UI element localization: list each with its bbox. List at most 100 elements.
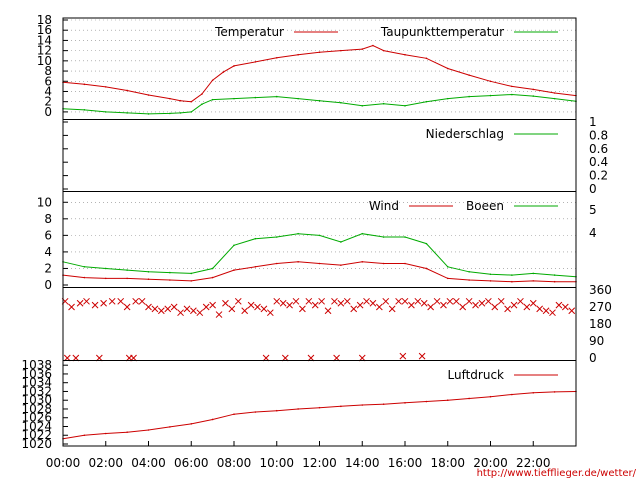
scatter-point-wind-direction-28 [254, 303, 261, 311]
scatter-point-wind-direction-23 [222, 299, 229, 307]
series-point-pressure-0-4 [147, 429, 150, 431]
scatter-point-wind-direction-75 [555, 301, 563, 309]
series-point-pressure-0-1 [83, 434, 86, 437]
series-point-pressure-0-19 [468, 397, 470, 400]
scatter-point-wind-direction-50 [395, 297, 402, 305]
scatter-point-wind-direction-1 [68, 303, 75, 311]
ytick-label-temperature-7: 14 [37, 33, 52, 47]
series-point-pressure-0-21 [511, 393, 513, 396]
series-point-wind-0-8 [233, 269, 235, 271]
series-point-wind-1-7 [211, 267, 214, 270]
series-point-wind-0-23 [553, 280, 556, 283]
series-point-temperature-0-4 [147, 94, 150, 96]
scatter-point-wind-direction-36 [305, 297, 313, 305]
series-point-wind-0-22 [532, 280, 535, 282]
footer-url[interactable]: http://www.tiefflieger.de/wetter/ [477, 468, 637, 479]
series-line-wind-1 [62, 233, 577, 278]
scatter-point-wind-direction-56 [433, 297, 441, 305]
scatter-point-wind-direction-37 [311, 301, 319, 309]
series-point-wind-0-15 [382, 262, 385, 265]
right-tick-label-wind-direction-3: 90 [589, 334, 604, 348]
series-point-pressure-0-20 [489, 395, 492, 398]
series-point-temperature-1-7 [190, 111, 193, 113]
series-point-temperature-1-9 [211, 98, 214, 101]
series-point-wind-1-5 [169, 271, 171, 274]
series-point-pressure-0-22 [532, 391, 535, 394]
series-point-wind-1-2 [104, 267, 107, 270]
xtick-label-5: 10:00 [259, 456, 294, 470]
scatter-point-wind-direction-22 [215, 311, 223, 318]
series-point-wind-0-9 [254, 266, 257, 268]
xtick-label-4: 08:00 [217, 456, 252, 470]
series-point-wind-0-11 [297, 261, 299, 263]
ytick-label-pressure-9: 1038 [21, 358, 52, 372]
xtick-label-7: 14:00 [345, 456, 380, 470]
series-point-pressure-0-18 [446, 399, 449, 402]
series-point-temperature-1-25 [553, 97, 556, 100]
xtick-label-3: 06:00 [174, 456, 209, 470]
xtick-label-6: 12:00 [302, 456, 337, 470]
ytick-label-pressure-1: 1022 [21, 428, 52, 442]
series-point-temperature-0-8 [201, 93, 203, 95]
right-tick-label-wind-direction-1: 270 [589, 300, 612, 314]
ytick-label-wind-1: 2 [44, 261, 52, 275]
ytick-label-temperature-6: 12 [37, 44, 52, 58]
right-tick-label-wind-direction-0: 360 [589, 283, 612, 297]
ytick-label-pressure-5: 1030 [21, 393, 52, 407]
series-point-temperature-0-3 [126, 89, 128, 92]
series-point-wind-0-21 [511, 280, 513, 283]
scatter-point-wind-direction-61 [465, 297, 473, 305]
series-point-temperature-1-8 [201, 103, 203, 106]
series-point-temperature-0-18 [372, 44, 374, 47]
scatter-point-wind-direction-9 [132, 297, 140, 305]
series-point-wind-0-13 [340, 264, 342, 266]
ytick-label-pressure-3: 1026 [21, 411, 52, 425]
scatter-point-wind-direction-14 [164, 305, 172, 313]
scatter-point-wind-direction-62 [472, 301, 479, 309]
legend-label-precipitation-0: Niederschlag [426, 127, 504, 141]
series-point-wind-1-4 [147, 270, 150, 273]
series-point-temperature-0-9 [211, 79, 214, 82]
scatter-point-wind-direction-39 [324, 307, 332, 315]
series-point-wind-1-15 [382, 236, 385, 238]
scatter-point-wind-direction-53 [414, 297, 422, 305]
ytick-label-temperature-2: 4 [44, 84, 52, 98]
ytick-label-pressure-8: 1036 [21, 367, 52, 381]
series-point-wind-1-22 [532, 272, 535, 275]
scatter-point-wind-direction-71 [529, 299, 537, 307]
scatter-point-wind-direction-51 [401, 297, 409, 305]
series-point-wind-0-18 [446, 277, 449, 280]
series-point-temperature-0-24 [489, 80, 492, 83]
scatter-point-wind-direction-40 [331, 297, 338, 305]
series-point-pressure-0-17 [425, 400, 428, 403]
scatter-point-wind-direction-11 [145, 303, 152, 311]
scatter-point-wind-direction-42 [343, 297, 351, 305]
legend-label-temperature-0: Temperatur [214, 25, 284, 39]
ytick-label-wind-2: 4 [44, 245, 52, 259]
series-point-pressure-0-7 [211, 418, 214, 421]
scatter-point-wind-direction-44 [356, 301, 364, 309]
ytick-label-temperature-3: 6 [44, 74, 52, 88]
series-point-pressure-0-2 [104, 432, 107, 435]
ytick-label-temperature-5: 10 [37, 54, 52, 68]
scatter-point-wind-direction-7 [117, 297, 125, 305]
scatter-point-wind-direction-52 [408, 301, 415, 309]
ytick-label-temperature-8: 16 [37, 23, 52, 37]
ytick-label-pressure-2: 1024 [21, 419, 52, 433]
scatter-point-wind-direction-3 [83, 297, 90, 305]
scatter-point-wind-direction-32 [279, 299, 287, 307]
xtick-label-9: 18:00 [430, 456, 465, 470]
series-point-temperature-1-15 [340, 101, 342, 104]
series-point-wind-1-23 [553, 274, 556, 276]
series-point-pressure-0-8 [233, 413, 235, 416]
scatter-point-wind-direction-29 [260, 305, 268, 313]
scatter-point-wind-direction-65 [491, 303, 499, 311]
series-point-pressure-0-15 [382, 403, 385, 405]
xtick-label-10: 20:00 [473, 456, 508, 470]
scatter-point-wind-direction-74 [549, 309, 556, 317]
series-point-pressure-0-10 [275, 409, 278, 412]
series-line-pressure-0 [62, 391, 577, 440]
frame-layer [62, 17, 577, 447]
ytick-label-temperature-1: 2 [44, 95, 52, 109]
